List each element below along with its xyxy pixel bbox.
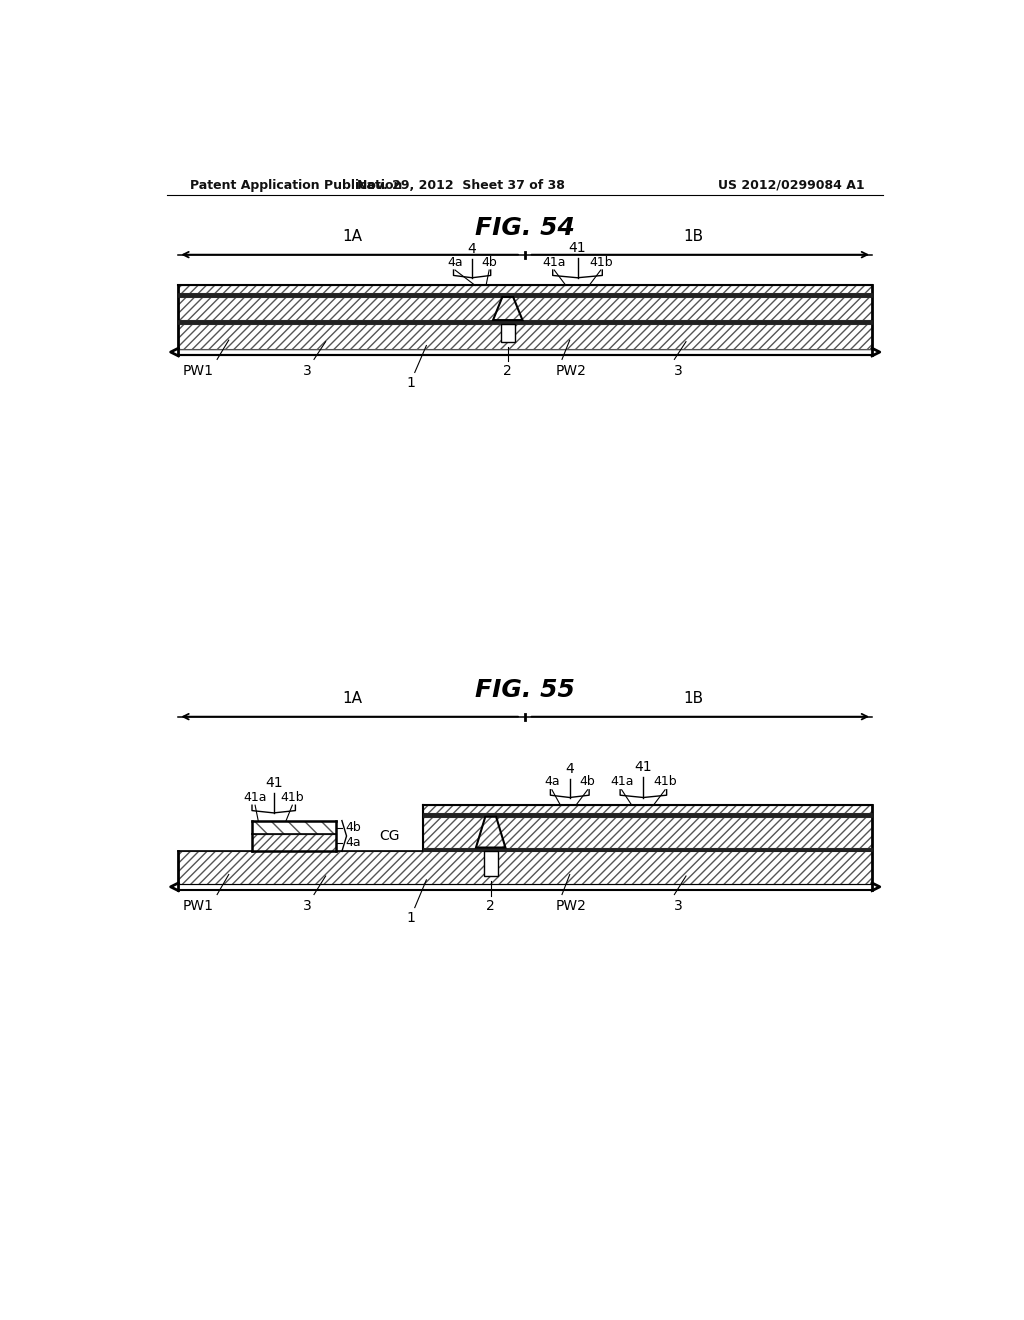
Polygon shape bbox=[493, 297, 522, 321]
Text: 4a: 4a bbox=[447, 256, 463, 268]
Text: 4b: 4b bbox=[345, 821, 360, 834]
Text: 4b: 4b bbox=[481, 256, 497, 268]
Bar bbox=[423, 805, 872, 813]
Bar bbox=[178, 851, 872, 884]
Text: 3: 3 bbox=[674, 364, 683, 378]
Text: 1: 1 bbox=[407, 376, 416, 391]
Text: 4: 4 bbox=[565, 762, 574, 776]
Bar bbox=[252, 821, 336, 834]
Text: 41: 41 bbox=[635, 760, 652, 775]
Text: 4b: 4b bbox=[580, 775, 595, 788]
Polygon shape bbox=[476, 817, 506, 847]
Text: CG: CG bbox=[379, 829, 399, 843]
Bar bbox=[423, 817, 872, 847]
Text: 4a: 4a bbox=[345, 837, 360, 850]
Text: 1A: 1A bbox=[343, 690, 362, 706]
Text: 3: 3 bbox=[674, 899, 683, 913]
Text: 41b: 41b bbox=[589, 256, 612, 268]
Bar bbox=[178, 323, 872, 350]
Text: 1: 1 bbox=[407, 911, 416, 925]
Text: 41: 41 bbox=[265, 776, 283, 789]
Bar bbox=[178, 285, 872, 293]
Text: PW1: PW1 bbox=[182, 364, 213, 378]
Text: US 2012/0299084 A1: US 2012/0299084 A1 bbox=[718, 178, 864, 191]
Bar bbox=[252, 834, 336, 851]
Text: 2: 2 bbox=[486, 899, 495, 913]
Bar bbox=[423, 813, 872, 817]
Text: 4: 4 bbox=[468, 242, 476, 256]
Text: Patent Application Publication: Patent Application Publication bbox=[190, 178, 402, 191]
Bar bbox=[501, 323, 515, 342]
Text: PW1: PW1 bbox=[182, 899, 213, 913]
Bar bbox=[483, 851, 498, 876]
Bar bbox=[423, 847, 872, 851]
Text: 1A: 1A bbox=[343, 228, 362, 244]
Text: 41a: 41a bbox=[244, 791, 267, 804]
Text: 41b: 41b bbox=[281, 791, 304, 804]
Text: 41: 41 bbox=[568, 240, 587, 255]
Bar bbox=[178, 293, 872, 297]
Text: PW2: PW2 bbox=[556, 364, 587, 378]
Bar bbox=[178, 321, 872, 323]
Text: FIG. 55: FIG. 55 bbox=[475, 677, 574, 702]
Text: 41a: 41a bbox=[543, 256, 566, 268]
Bar bbox=[178, 297, 872, 321]
Text: 4a: 4a bbox=[544, 775, 560, 788]
Text: 41a: 41a bbox=[610, 775, 634, 788]
Text: Nov. 29, 2012  Sheet 37 of 38: Nov. 29, 2012 Sheet 37 of 38 bbox=[357, 178, 565, 191]
Text: 3: 3 bbox=[303, 364, 312, 378]
Text: PW2: PW2 bbox=[556, 899, 587, 913]
Text: 1B: 1B bbox=[684, 228, 703, 244]
Text: 2: 2 bbox=[504, 364, 512, 378]
Text: 1B: 1B bbox=[684, 690, 703, 706]
Text: 41b: 41b bbox=[653, 775, 677, 788]
Text: FIG. 54: FIG. 54 bbox=[475, 215, 574, 240]
Text: 3: 3 bbox=[303, 899, 312, 913]
